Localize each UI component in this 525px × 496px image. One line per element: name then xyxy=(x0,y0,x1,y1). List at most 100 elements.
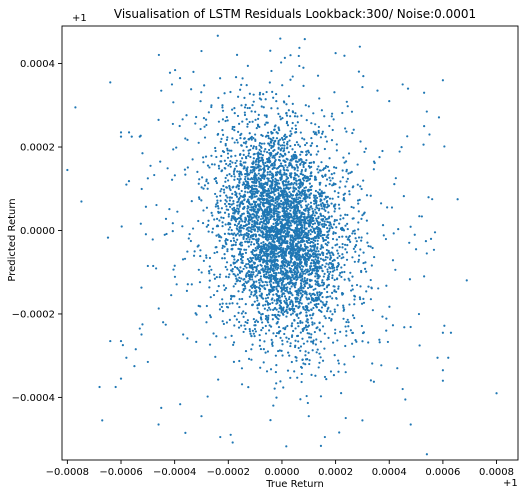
data-point xyxy=(331,246,334,249)
data-point xyxy=(329,370,333,373)
data-point xyxy=(240,233,243,237)
data-point xyxy=(243,248,246,251)
data-point xyxy=(311,299,314,302)
data-point xyxy=(262,258,265,261)
data-point xyxy=(228,173,231,176)
x-tick-label: 0.0008 xyxy=(479,467,514,478)
data-point xyxy=(293,143,297,147)
data-point xyxy=(354,237,357,240)
data-point xyxy=(295,242,298,245)
data-point xyxy=(245,145,248,148)
data-point xyxy=(230,203,233,206)
data-point xyxy=(272,263,276,267)
data-point xyxy=(346,177,349,180)
data-point xyxy=(253,284,257,287)
data-point xyxy=(241,290,244,294)
data-point xyxy=(286,242,289,245)
data-point xyxy=(228,199,231,202)
data-point xyxy=(149,164,152,167)
data-point xyxy=(203,136,207,139)
data-point xyxy=(293,217,296,220)
data-point xyxy=(283,264,286,268)
data-point xyxy=(270,225,273,228)
data-point xyxy=(319,300,323,303)
data-point xyxy=(231,254,234,257)
data-point xyxy=(293,115,297,118)
data-point xyxy=(266,255,269,258)
data-point xyxy=(317,165,320,168)
data-point xyxy=(328,227,331,230)
data-point xyxy=(272,213,276,216)
data-point xyxy=(250,259,254,262)
data-point xyxy=(288,266,291,270)
data-point xyxy=(214,205,217,208)
data-point xyxy=(249,256,252,260)
data-point xyxy=(144,233,147,236)
data-point xyxy=(353,232,357,235)
data-point xyxy=(299,331,302,334)
data-point xyxy=(228,318,231,321)
data-point xyxy=(314,208,317,211)
data-point xyxy=(276,246,280,249)
data-point xyxy=(271,199,274,202)
data-point xyxy=(314,296,317,300)
data-point xyxy=(329,270,332,274)
data-point xyxy=(245,237,248,241)
data-point xyxy=(285,175,288,178)
data-point xyxy=(256,320,260,323)
data-point xyxy=(258,284,262,287)
data-point xyxy=(303,138,306,141)
data-point xyxy=(340,275,343,279)
data-point xyxy=(275,331,279,335)
data-point xyxy=(256,190,259,193)
data-point xyxy=(330,173,333,176)
data-point xyxy=(221,109,225,112)
data-point xyxy=(270,246,273,249)
data-point xyxy=(260,150,263,153)
data-point xyxy=(259,159,262,162)
data-point xyxy=(227,223,230,226)
data-point xyxy=(262,188,265,192)
data-point xyxy=(289,222,292,225)
data-point xyxy=(278,314,281,317)
data-point xyxy=(330,215,333,218)
data-point xyxy=(275,396,278,399)
data-point xyxy=(224,223,227,226)
data-point xyxy=(308,196,311,199)
data-point xyxy=(311,213,314,217)
data-point xyxy=(332,232,335,235)
data-point xyxy=(271,196,274,199)
data-point xyxy=(292,247,296,250)
data-point xyxy=(326,195,329,198)
data-point xyxy=(246,240,249,243)
data-point xyxy=(205,206,209,209)
data-point xyxy=(258,281,261,284)
data-point xyxy=(247,386,250,389)
data-point xyxy=(237,253,241,256)
data-point xyxy=(306,219,310,222)
data-point xyxy=(301,274,304,277)
data-point xyxy=(261,225,264,229)
data-point xyxy=(304,354,307,357)
data-point xyxy=(321,175,325,179)
data-point xyxy=(333,91,336,94)
data-point xyxy=(275,205,278,208)
data-point xyxy=(336,277,339,280)
data-point xyxy=(325,236,328,239)
data-point xyxy=(221,221,224,224)
data-point xyxy=(289,247,292,250)
data-point xyxy=(155,203,158,207)
data-point xyxy=(256,274,259,277)
data-point xyxy=(257,151,260,154)
data-point xyxy=(284,326,287,329)
data-point xyxy=(308,182,311,185)
data-point xyxy=(298,302,301,305)
data-point xyxy=(230,149,233,152)
data-point xyxy=(227,164,230,167)
data-point xyxy=(294,177,297,180)
data-point xyxy=(277,325,281,329)
data-point xyxy=(265,151,269,154)
data-point xyxy=(272,281,275,284)
data-point xyxy=(248,277,251,280)
data-point xyxy=(300,206,303,209)
